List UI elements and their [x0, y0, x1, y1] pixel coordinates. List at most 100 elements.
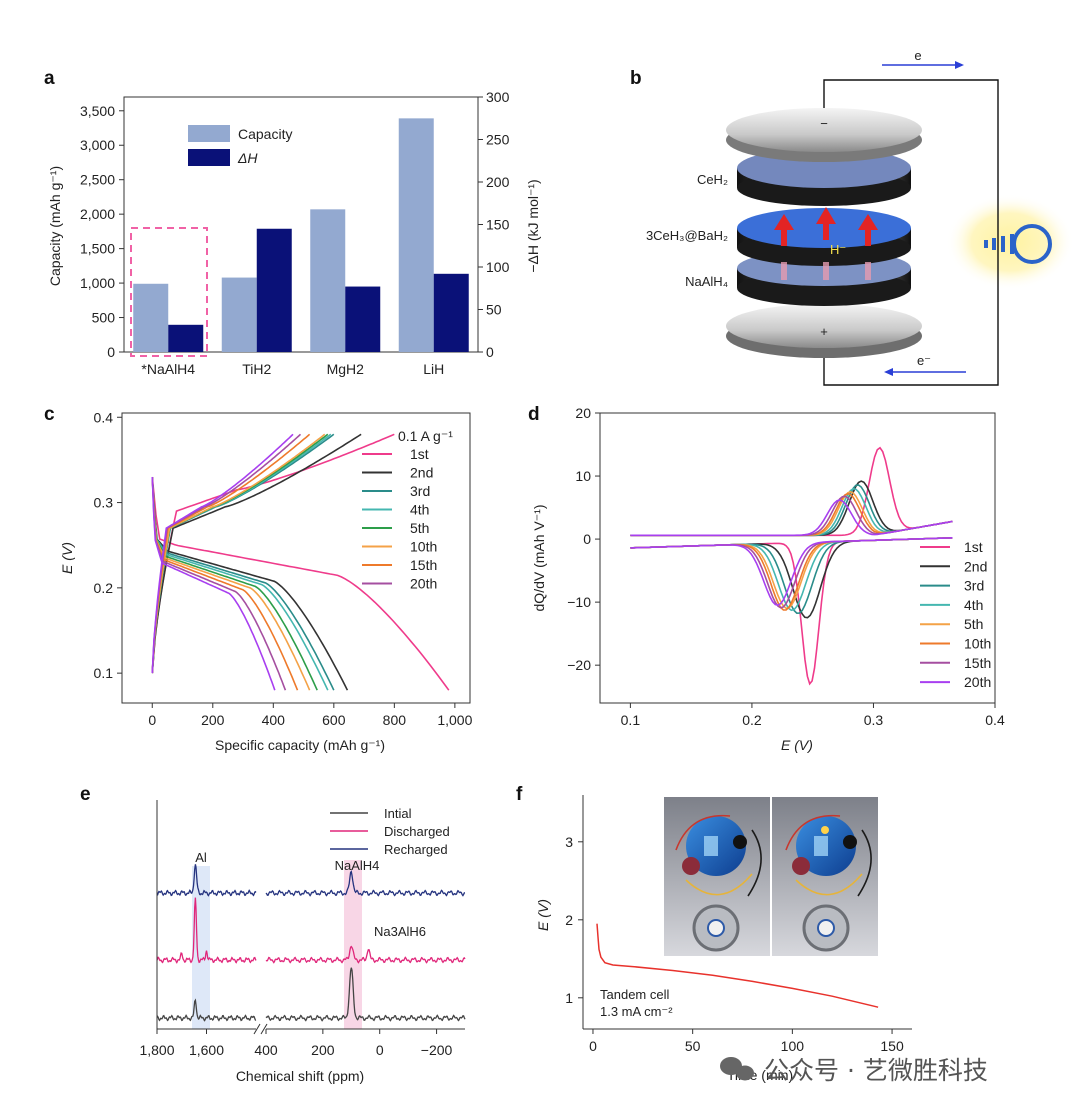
y-tick-label: 3: [565, 834, 573, 850]
legend-label-1st: 1st: [964, 539, 983, 555]
x-tick-label: *NaAlH4: [141, 361, 195, 377]
x-tick-label: 50: [685, 1038, 701, 1054]
bar-capacity-0: [133, 283, 169, 352]
peak-label-na3alh6: Na3AlH6: [374, 924, 426, 939]
series-10th-discharge: [151, 476, 311, 691]
y-tick-label-right: 100: [486, 259, 510, 275]
series-Recharged-right: [265, 870, 466, 897]
y-tick-label-left: 3,500: [80, 103, 115, 119]
legend-label-dh: ΔH: [237, 150, 258, 166]
hydride-arrows: [774, 207, 878, 280]
annotation-current-density: 1.3 mA cm⁻²: [600, 1004, 673, 1019]
series-1st-discharge: [151, 476, 450, 691]
y-tick-label-right: 250: [486, 132, 510, 148]
legend-label-Discharged: Discharged: [384, 824, 450, 839]
x-tick-label: 0: [148, 712, 156, 728]
x-tick-label: 400: [254, 1042, 278, 1058]
legend-swatch-dh: [188, 149, 230, 166]
bar-dh-2: [345, 286, 381, 352]
legend-label-capacity: Capacity: [238, 126, 292, 142]
y-tick-label-right: 50: [486, 302, 502, 318]
external-circuit-wire: [823, 79, 999, 386]
wechat-icon: [720, 1057, 754, 1081]
layer-label-naalh4: NaAlH₄: [685, 274, 728, 289]
peak-label-naalh4: NaAlH4: [335, 858, 380, 873]
bar-capacity-2: [310, 209, 346, 352]
series-10th-cathodic: [630, 537, 953, 611]
electron-arrow-bottom-head: [884, 368, 893, 376]
bulb-icon: [984, 224, 1052, 264]
legend-label-4th: 4th: [410, 502, 429, 518]
series-4th-cathodic: [630, 537, 953, 612]
x-axis-label-c: Specific capacity (mAh g⁻¹): [215, 737, 385, 753]
chart-a: *NaAlH4 TiH2 MgH2 LiH 05001,0001,5002,0002,…: [47, 89, 541, 377]
x-tick-label: 600: [322, 712, 346, 728]
y-tick-label-right: 150: [486, 217, 510, 233]
y-tick-label: 10: [575, 468, 591, 484]
y-tick-label-left: 1,000: [80, 275, 115, 291]
y-tick-label: −20: [567, 657, 591, 673]
highlight-box: [130, 227, 208, 357]
series-__extra-charge: [151, 433, 294, 674]
electron-label-bottom: e⁻: [917, 353, 931, 368]
panel-label-a: a: [44, 68, 55, 89]
series-3rd-anodic: [630, 484, 953, 537]
legend-title-c: 0.1 A g⁻¹: [398, 428, 453, 444]
x-axis-label-e: Chemical shift (ppm): [236, 1068, 364, 1084]
y-tick-label: 20: [575, 405, 591, 421]
y-tick-label: 1: [565, 990, 573, 1006]
x-tick-label: LiH: [423, 361, 444, 377]
series-20th-discharge: [151, 476, 287, 691]
chart-d: 0.1 0.2 0.3 0.4 20 10 0 −10 −20 1st 2nd 3rd 4th 5th 1…: [531, 405, 1005, 753]
series-1st-charge: [151, 433, 395, 674]
legend-label-15th: 15th: [964, 655, 991, 671]
y-tick-label: 0.4: [94, 409, 114, 425]
series-2nd-charge: [151, 433, 362, 674]
series-Discharged-left: [156, 897, 257, 964]
terminal-minus: −: [820, 116, 828, 131]
y-axis-label-right: −ΔH (kJ mol⁻¹): [525, 179, 541, 272]
x-tick-label: 0.3: [864, 712, 884, 728]
legend-label-Intial: Intial: [384, 806, 412, 821]
bar-dh-3: [433, 273, 469, 352]
layer-label-electrolyte: 3CeH₃@BaH₂: [646, 228, 728, 243]
y-axis-label-d: dQ/dV (mAh V⁻¹): [531, 505, 547, 612]
x-tick-label: 1,800: [139, 1042, 174, 1058]
y-tick-label: 0.3: [94, 495, 114, 511]
x-tick-label: 200: [201, 712, 225, 728]
y-tick-label: 2: [565, 912, 573, 928]
y-tick-label-right: 0: [486, 344, 494, 360]
x-tick-label: 0: [589, 1038, 597, 1054]
legend-label-5th: 5th: [410, 520, 429, 536]
series-4th-anodic: [630, 487, 953, 537]
y-axis-label-c: E (V): [59, 542, 75, 574]
series-15th-discharge: [151, 476, 299, 691]
legend-label-10th: 10th: [410, 539, 437, 555]
x-tick-label: 400: [262, 712, 286, 728]
series-Intial-right: [265, 967, 466, 1022]
legend-label-20th: 20th: [964, 674, 991, 690]
panel-label-d: d: [528, 404, 540, 425]
panel-label-b: b: [630, 68, 642, 89]
x-tick-label: 150: [880, 1038, 904, 1054]
series-20th-anodic: [630, 499, 953, 537]
layer-label-ceh2: CeH₂: [697, 172, 728, 187]
series-15th-cathodic: [630, 537, 953, 609]
series-2nd-anodic: [630, 480, 953, 537]
series-1st-cathodic: [630, 538, 914, 686]
bar-capacity-3: [398, 118, 434, 352]
x-tick-label: 100: [781, 1038, 805, 1054]
y-axis-label-f: E (V): [535, 899, 551, 931]
peak-label-al: Al: [195, 850, 207, 865]
legend-label-5th: 5th: [964, 616, 983, 632]
series-Recharged-left: [156, 864, 257, 897]
legend-label-15th: 15th: [410, 557, 437, 573]
panel-label-e: e: [80, 784, 91, 805]
y-axis-label-left: Capacity (mAh g⁻¹): [47, 166, 63, 286]
series-2nd-discharge: [151, 476, 349, 691]
series-5th-discharge: [151, 476, 318, 691]
legend-label-1st: 1st: [410, 446, 429, 462]
x-tick-label: 0.1: [621, 712, 641, 728]
x-tick-label: 0.2: [742, 712, 762, 728]
y-tick-label-left: 3,000: [80, 137, 115, 153]
